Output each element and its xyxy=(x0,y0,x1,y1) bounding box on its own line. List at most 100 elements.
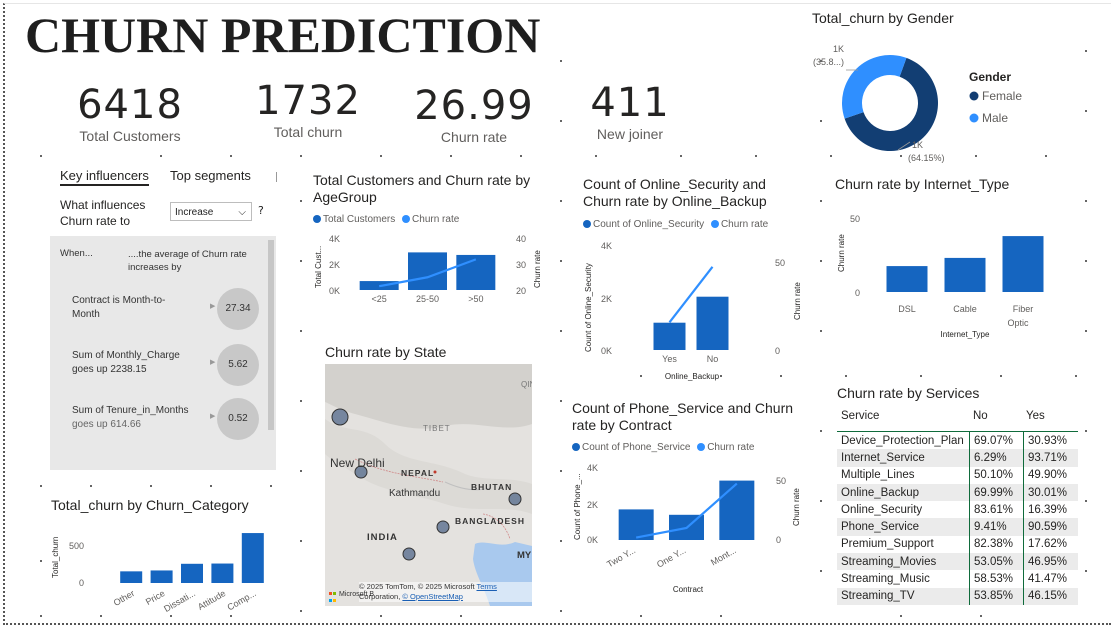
churn-rate-line[interactable] xyxy=(635,482,738,539)
y-tick-label: 2K xyxy=(587,500,598,510)
table-row[interactable]: Streaming_Movies 53.05% 46.95% xyxy=(837,553,1078,571)
osm-link[interactable]: © OpenStreetMap xyxy=(402,592,463,601)
churn-rate-line[interactable] xyxy=(378,258,477,288)
grid-dot xyxy=(900,615,902,617)
service-cell: Online_Backup xyxy=(837,483,970,502)
legend-label[interactable]: Churn rate xyxy=(707,442,755,453)
scrollbar[interactable] xyxy=(268,240,274,430)
grid-dot xyxy=(380,155,382,157)
table-header-row: Service No Yes xyxy=(837,405,1076,427)
bar[interactable] xyxy=(211,563,234,583)
influencer-row[interactable]: Sum of Monthly_Charge goes up 2238.15 ▶ … xyxy=(50,339,265,389)
donut-slice-female[interactable] xyxy=(844,57,938,151)
y-right-tick-label: 30 xyxy=(516,260,526,270)
influencer-row[interactable]: Sum of Tenure_in_Months goes up 614.66 ▶… xyxy=(50,394,265,444)
kpi-card-churn-rate[interactable]: 26.99 Churn rate xyxy=(404,83,544,145)
microsoft-logo xyxy=(329,590,336,604)
internet-bar-chart[interactable]: DSL Cable Fiber Churn rate Internet_Type 5… xyxy=(830,200,1070,345)
x-axis-title: Contract xyxy=(673,585,704,594)
gender-chart-title: Total_churn by Gender xyxy=(812,10,954,26)
grid-dot xyxy=(755,155,757,157)
help-icon[interactable]: ? xyxy=(258,204,264,217)
bar[interactable] xyxy=(241,533,264,583)
influencer-row[interactable]: Contract is Month-to- Month ▶ 27.34 xyxy=(50,284,265,334)
chevron-down-icon: ⌵ xyxy=(238,207,246,218)
table-row[interactable]: Internet_Service 6.29% 93.71% xyxy=(837,449,1078,467)
bar[interactable] xyxy=(456,254,496,290)
security-combo-chart[interactable]: Yes No Count of Online_Security Churn rat… xyxy=(578,234,810,384)
gender-donut-chart[interactable]: 1K (35.8...) 1K (64.15%) Gender Female M… xyxy=(800,30,1100,170)
grid-dot xyxy=(300,330,302,332)
play-arrow-icon: ▶ xyxy=(210,358,216,366)
grid-dot xyxy=(300,155,302,157)
grid-dot xyxy=(560,260,562,262)
x-tick-label: 25-50 xyxy=(416,294,439,304)
table-row[interactable]: Multiple_Lines 50.10% 49.90% xyxy=(837,466,1078,484)
header-yes[interactable]: Yes xyxy=(1026,410,1045,422)
table-row[interactable]: Device_Protection_Plan 69.07% 30.93% xyxy=(837,431,1078,450)
grid-dot xyxy=(680,155,682,157)
no-cell: 50.10% xyxy=(969,466,1024,484)
grid-dot xyxy=(1000,375,1002,377)
influencer-line-1: Sum of Monthly_Charge xyxy=(72,350,180,361)
terms-link[interactable]: Terms xyxy=(476,582,497,591)
kpi-card-new-joiner[interactable]: 411 New joiner xyxy=(560,80,700,144)
services-table-title: Churn rate by Services xyxy=(837,385,980,401)
legend-label[interactable]: Total Customers xyxy=(323,214,396,225)
table-row[interactable]: Streaming_Music 58.53% 41.47% xyxy=(837,570,1078,588)
bar[interactable] xyxy=(886,266,928,292)
legend-label[interactable]: Churn rate xyxy=(412,214,460,225)
legend-label[interactable]: Count of Online_Security xyxy=(593,219,705,230)
yes-cell: 46.95% xyxy=(1023,553,1078,571)
legend-label[interactable]: Churn rate xyxy=(720,219,769,230)
kpi-card-total-churn[interactable]: 1732 Total churn xyxy=(238,78,378,140)
y-tick-label: 0K xyxy=(601,346,612,356)
bar[interactable] xyxy=(408,252,447,290)
header-no[interactable]: No xyxy=(973,410,988,422)
tab-key-influencers[interactable]: Key influencers xyxy=(60,168,149,186)
table-row[interactable]: Online_Security 83.61% 16.39% xyxy=(837,501,1078,519)
service-cell: Streaming_TV xyxy=(837,587,970,605)
no-cell: 69.99% xyxy=(969,483,1024,502)
tab-top-segments[interactable]: Top segments xyxy=(170,168,251,183)
age-combo-chart[interactable]: <25 25-50 >50 Total Cust... Churn rate 4K … xyxy=(308,228,552,312)
tab-scroll-marker xyxy=(276,172,278,182)
legend-male-label[interactable]: Male xyxy=(982,111,1008,125)
bar[interactable] xyxy=(696,296,729,350)
bar[interactable] xyxy=(1002,236,1044,292)
legend-female-label[interactable]: Female xyxy=(982,89,1022,103)
service-cell: Device_Protection_Plan xyxy=(841,434,964,447)
phone-combo-chart[interactable]: Two Y... One Y... Mont... Count of Phone_.… xyxy=(566,456,810,598)
bar[interactable] xyxy=(944,257,986,292)
x-axis-title: Internet_Type xyxy=(941,330,990,339)
y-axis-title-left: Count of Phone_... xyxy=(573,473,582,540)
grid-dot xyxy=(560,200,562,202)
increase-dropdown[interactable]: Increase ⌵ xyxy=(170,202,252,221)
yes-cell: 90.59% xyxy=(1023,518,1078,536)
yes-cell: 93.71% xyxy=(1023,449,1078,467)
table-row[interactable]: Online_Backup 69.99% 30.01% xyxy=(837,483,1078,502)
table-row[interactable]: Premium_Support 82.38% 17.62% xyxy=(837,535,1078,554)
bar[interactable] xyxy=(150,570,173,583)
table-row[interactable]: Phone_Service 9.41% 90.59% xyxy=(837,518,1078,536)
bar[interactable] xyxy=(120,571,143,583)
no-cell: 82.38% xyxy=(969,535,1024,554)
bar[interactable] xyxy=(653,322,686,350)
bar[interactable] xyxy=(181,563,203,583)
x-tick-label-line-2: Optic xyxy=(1007,318,1029,328)
grid-dot xyxy=(90,485,92,487)
bar[interactable] xyxy=(719,480,755,540)
churn-rate-line[interactable] xyxy=(668,266,714,323)
influencer-line-2: goes up 614.66 xyxy=(72,419,141,430)
donut-slice-male[interactable] xyxy=(842,55,907,119)
security-chart-title-line-1: Count of Online_Security and xyxy=(583,176,766,192)
kpi-card-total-customers[interactable]: 6418 Total Customers xyxy=(60,82,200,144)
legend-label[interactable]: Count of Phone_Service xyxy=(582,442,691,453)
table-row[interactable]: Streaming_TV 53.85% 46.15% xyxy=(837,587,1078,605)
kpi-label: New joiner xyxy=(596,126,664,142)
header-service[interactable]: Service xyxy=(841,410,880,422)
state-map[interactable]: TIBET QIN New Delhi NEPAL Kathmandu BHUT… xyxy=(325,364,532,606)
category-chart-title: Total_churn by Churn_Category xyxy=(51,497,249,513)
grid-dot xyxy=(820,430,822,432)
